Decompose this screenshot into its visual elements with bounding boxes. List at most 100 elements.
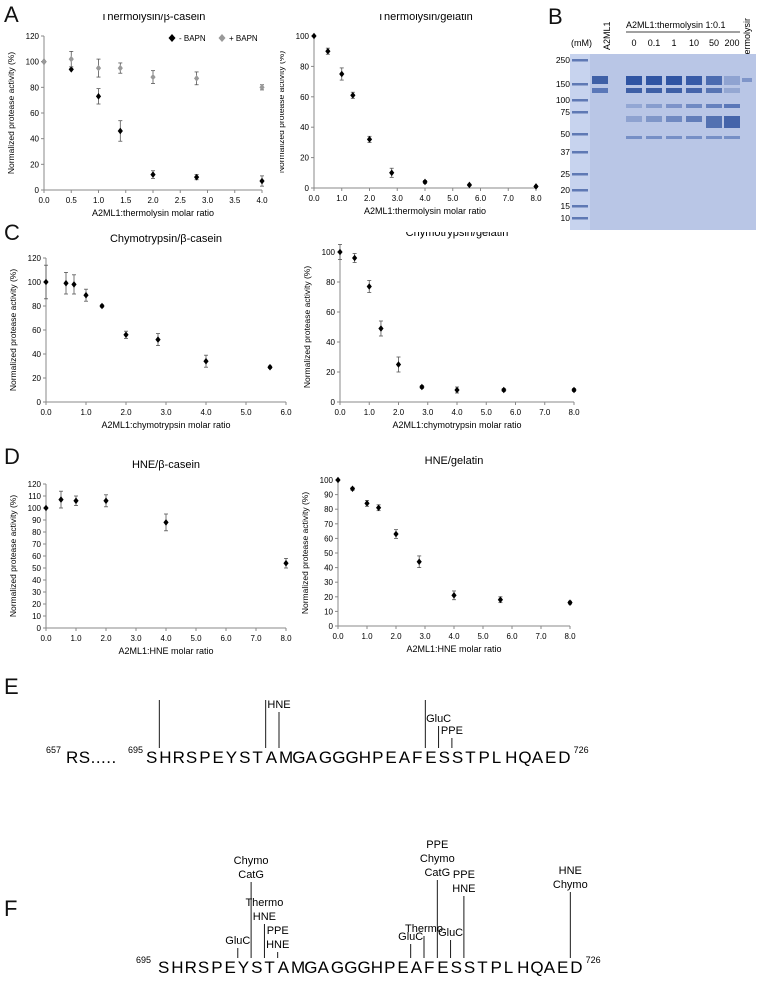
sequence-residue: D bbox=[570, 958, 582, 977]
sds-page-gel: A2ML1 A2ML1:thermolysin 1:0.1 thermolysi… bbox=[544, 16, 756, 230]
x-tick-label: 4.0 bbox=[160, 634, 172, 643]
y-tick-label: 110 bbox=[28, 492, 41, 501]
x-tick-label: 6.0 bbox=[280, 408, 292, 417]
sequence-residue: T bbox=[264, 958, 274, 977]
chart-title: HNE/gelatin bbox=[425, 456, 484, 467]
gel-marker-label: 37 bbox=[561, 147, 571, 157]
gel-band bbox=[626, 76, 642, 85]
gel-band bbox=[646, 76, 662, 85]
gel-bapn-value: 0.1 bbox=[648, 38, 661, 48]
panel-label-d: D bbox=[4, 444, 20, 469]
gel-band bbox=[666, 136, 682, 139]
y-tick-label: 20 bbox=[30, 160, 39, 169]
gel-bapn-value: 50 bbox=[709, 38, 719, 48]
data-point bbox=[501, 386, 507, 394]
sequence-residue: S bbox=[464, 958, 475, 977]
sequence-residue: E bbox=[213, 748, 224, 767]
sequence-residue: E bbox=[437, 958, 448, 977]
data-point bbox=[73, 497, 79, 505]
data-point bbox=[150, 73, 156, 81]
sequence-residue: T bbox=[465, 748, 475, 767]
sequence-residue: S bbox=[251, 958, 262, 977]
data-point bbox=[497, 596, 503, 604]
x-tick-label: 5.0 bbox=[477, 632, 489, 641]
y-tick-label: 10 bbox=[324, 607, 333, 616]
y-tick-label: 20 bbox=[32, 374, 41, 383]
x-tick-label: 2.0 bbox=[390, 632, 402, 641]
y-tick-label: 80 bbox=[30, 83, 39, 92]
legend-label: - BAPN bbox=[179, 34, 206, 43]
y-tick-label: 40 bbox=[324, 564, 333, 573]
data-point bbox=[95, 93, 102, 100]
chart-title: Thermolysin/β-casein bbox=[101, 14, 206, 23]
y-axis-label: Normalized protease activity (%) bbox=[302, 266, 312, 389]
gel-marker-band bbox=[572, 189, 588, 192]
y-tick-label: 40 bbox=[326, 338, 335, 347]
protease-label: Chymo bbox=[234, 855, 269, 867]
panel-label-b: B bbox=[548, 4, 563, 29]
gel-marker-label: 10 bbox=[561, 213, 571, 223]
sequence-residue: G bbox=[331, 958, 344, 977]
gel-band bbox=[626, 136, 642, 139]
sequence-residue: A bbox=[266, 748, 278, 767]
x-tick-label: 0.0 bbox=[40, 408, 52, 417]
sequence-residue: L bbox=[504, 958, 513, 977]
x-tick-label: 4.0 bbox=[256, 196, 268, 205]
gel-header-ratio: A2ML1:thermolysin 1:0.1 bbox=[626, 20, 726, 30]
gel-band bbox=[666, 88, 682, 93]
sequence-residue: T bbox=[252, 748, 262, 767]
y-tick-label: 60 bbox=[32, 326, 41, 335]
sequence-residue: G bbox=[346, 748, 359, 767]
sequence-residue: A bbox=[411, 958, 423, 977]
x-tick-label: 0.0 bbox=[38, 196, 50, 205]
x-tick-label: 2.0 bbox=[147, 196, 159, 205]
gel-band bbox=[646, 136, 662, 139]
data-point bbox=[194, 173, 200, 181]
gel-marker-lane bbox=[570, 54, 590, 230]
data-point bbox=[454, 386, 460, 394]
y-tick-label: 100 bbox=[26, 58, 40, 67]
gel-band bbox=[646, 104, 662, 108]
sequence-residue: Y bbox=[226, 748, 237, 767]
sequence-residue: Y bbox=[238, 958, 249, 977]
sequence-residue: G bbox=[332, 748, 345, 767]
sequence-residue: P bbox=[372, 748, 383, 767]
data-point bbox=[335, 476, 341, 484]
protease-label: HNE bbox=[452, 883, 475, 895]
sequence-residue: P bbox=[384, 958, 395, 977]
sequence-residue: H bbox=[505, 748, 517, 767]
sequence-residue: A bbox=[306, 748, 318, 767]
y-tick-label: 20 bbox=[324, 593, 333, 602]
panel-label-a: A bbox=[4, 2, 19, 27]
x-tick-label: 0.0 bbox=[334, 408, 346, 417]
data-point bbox=[366, 136, 373, 143]
sequence-residue: G bbox=[319, 748, 332, 767]
x-tick-label: 7.0 bbox=[535, 632, 547, 641]
y-tick-label: 40 bbox=[32, 350, 41, 359]
sequence-residue: E bbox=[397, 958, 408, 977]
gel-band bbox=[646, 116, 662, 122]
x-tick-label: 4.0 bbox=[448, 632, 460, 641]
sequence-residue: E bbox=[545, 748, 556, 767]
sequence-residue: G bbox=[304, 958, 317, 977]
gel-band bbox=[724, 104, 740, 108]
data-point bbox=[283, 559, 289, 567]
sequence-residue: A bbox=[532, 748, 544, 767]
x-tick-label: 0.0 bbox=[332, 632, 344, 641]
y-tick-label: 60 bbox=[300, 93, 309, 102]
y-tick-label: 120 bbox=[28, 480, 42, 489]
x-axis-label: A2ML1:HNE molar ratio bbox=[406, 644, 501, 654]
gel-band bbox=[626, 104, 642, 108]
gel-marker-band bbox=[572, 217, 588, 220]
y-tick-label: 90 bbox=[32, 516, 41, 525]
sequence-residue: P bbox=[211, 958, 222, 977]
sequence-residue: H bbox=[517, 958, 529, 977]
y-tick-label: 100 bbox=[296, 32, 310, 41]
sequence-residue: Q bbox=[530, 958, 543, 977]
data-point bbox=[41, 58, 47, 65]
protease-label: Chymo bbox=[553, 879, 588, 891]
gel-band bbox=[626, 88, 642, 93]
sequence-residue: A bbox=[318, 958, 330, 977]
x-tick-label: 8.0 bbox=[568, 408, 580, 417]
data-point bbox=[267, 363, 273, 371]
